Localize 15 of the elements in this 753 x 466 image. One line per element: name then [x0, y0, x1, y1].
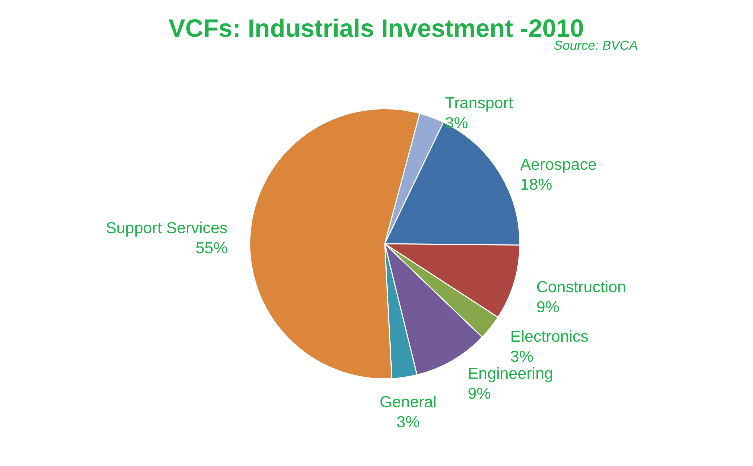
data-label: 9% — [536, 299, 560, 316]
slice-label: Construction — [536, 279, 626, 296]
slice-label: Transport — [445, 95, 514, 112]
data-label: 18% — [520, 176, 553, 194]
slice-label: Engineering — [468, 366, 554, 383]
slice-label: General — [380, 394, 437, 412]
data-label: 3% — [510, 349, 534, 366]
slice-label: Support Services — [106, 220, 228, 238]
slice-label: Electronics — [510, 329, 589, 346]
data-label: 3% — [445, 115, 468, 132]
data-label: 3% — [396, 414, 420, 432]
data-label: 55% — [196, 240, 228, 258]
data-label: 9% — [468, 386, 492, 403]
source-note: Source: BVCA — [554, 38, 638, 53]
slice-label: Aerospace — [520, 156, 598, 174]
